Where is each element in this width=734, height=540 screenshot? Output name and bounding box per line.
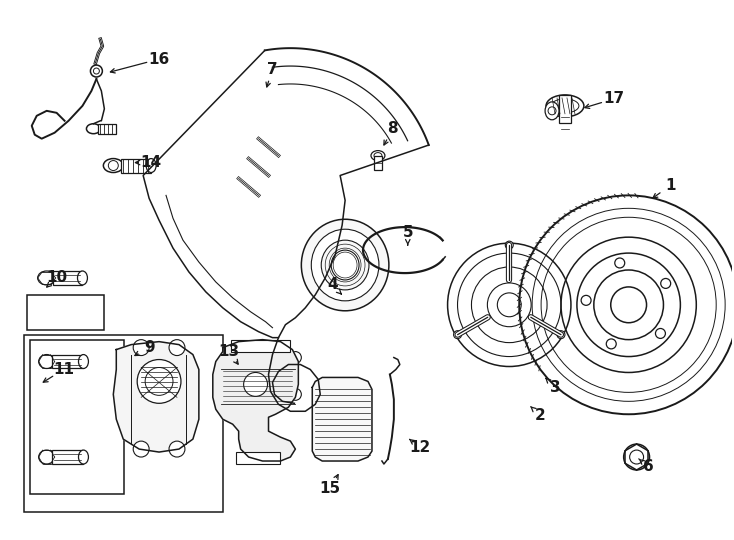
Circle shape (454, 330, 462, 339)
Ellipse shape (79, 355, 88, 368)
Circle shape (169, 441, 185, 457)
Bar (23, 335, 222, 512)
Circle shape (169, 340, 185, 355)
Text: 7: 7 (267, 62, 277, 77)
Text: 17: 17 (603, 91, 625, 106)
Circle shape (624, 444, 650, 470)
Text: 4: 4 (327, 278, 338, 293)
Ellipse shape (146, 159, 156, 172)
Circle shape (244, 373, 267, 396)
Ellipse shape (78, 271, 87, 285)
Ellipse shape (37, 271, 56, 285)
Text: 8: 8 (388, 122, 398, 136)
Circle shape (90, 65, 102, 77)
Text: 16: 16 (148, 52, 170, 66)
Ellipse shape (79, 450, 88, 464)
Text: 11: 11 (53, 362, 74, 377)
Text: 5: 5 (402, 225, 413, 240)
Bar (51, 450, 84, 464)
Bar (98, 124, 116, 134)
Text: 15: 15 (319, 481, 341, 496)
Text: 3: 3 (550, 380, 560, 395)
Text: 12: 12 (409, 440, 430, 455)
Ellipse shape (87, 124, 101, 134)
Ellipse shape (371, 151, 385, 160)
Text: 10: 10 (46, 271, 68, 286)
Ellipse shape (302, 219, 389, 311)
Bar (559, 95, 571, 123)
Text: 1: 1 (665, 178, 676, 193)
Ellipse shape (331, 250, 359, 280)
Bar (26, 295, 104, 330)
Circle shape (137, 360, 181, 403)
Bar (236, 452, 280, 464)
Bar (53, 271, 82, 285)
Polygon shape (213, 340, 298, 461)
Ellipse shape (311, 229, 379, 301)
Text: 2: 2 (535, 408, 545, 423)
Text: 6: 6 (643, 460, 654, 475)
Ellipse shape (545, 102, 559, 120)
Bar (230, 340, 291, 352)
Polygon shape (312, 377, 372, 461)
Circle shape (133, 441, 149, 457)
Circle shape (505, 241, 513, 249)
Text: 9: 9 (144, 340, 154, 355)
Text: 13: 13 (218, 344, 239, 359)
Text: 14: 14 (140, 155, 161, 170)
Bar (374, 156, 382, 170)
Circle shape (557, 330, 565, 339)
Bar (30, 340, 124, 494)
Circle shape (133, 340, 149, 355)
Polygon shape (113, 342, 199, 452)
Ellipse shape (103, 159, 123, 172)
Bar (121, 159, 151, 172)
Ellipse shape (321, 240, 369, 290)
Ellipse shape (546, 95, 584, 117)
Bar (51, 355, 84, 368)
